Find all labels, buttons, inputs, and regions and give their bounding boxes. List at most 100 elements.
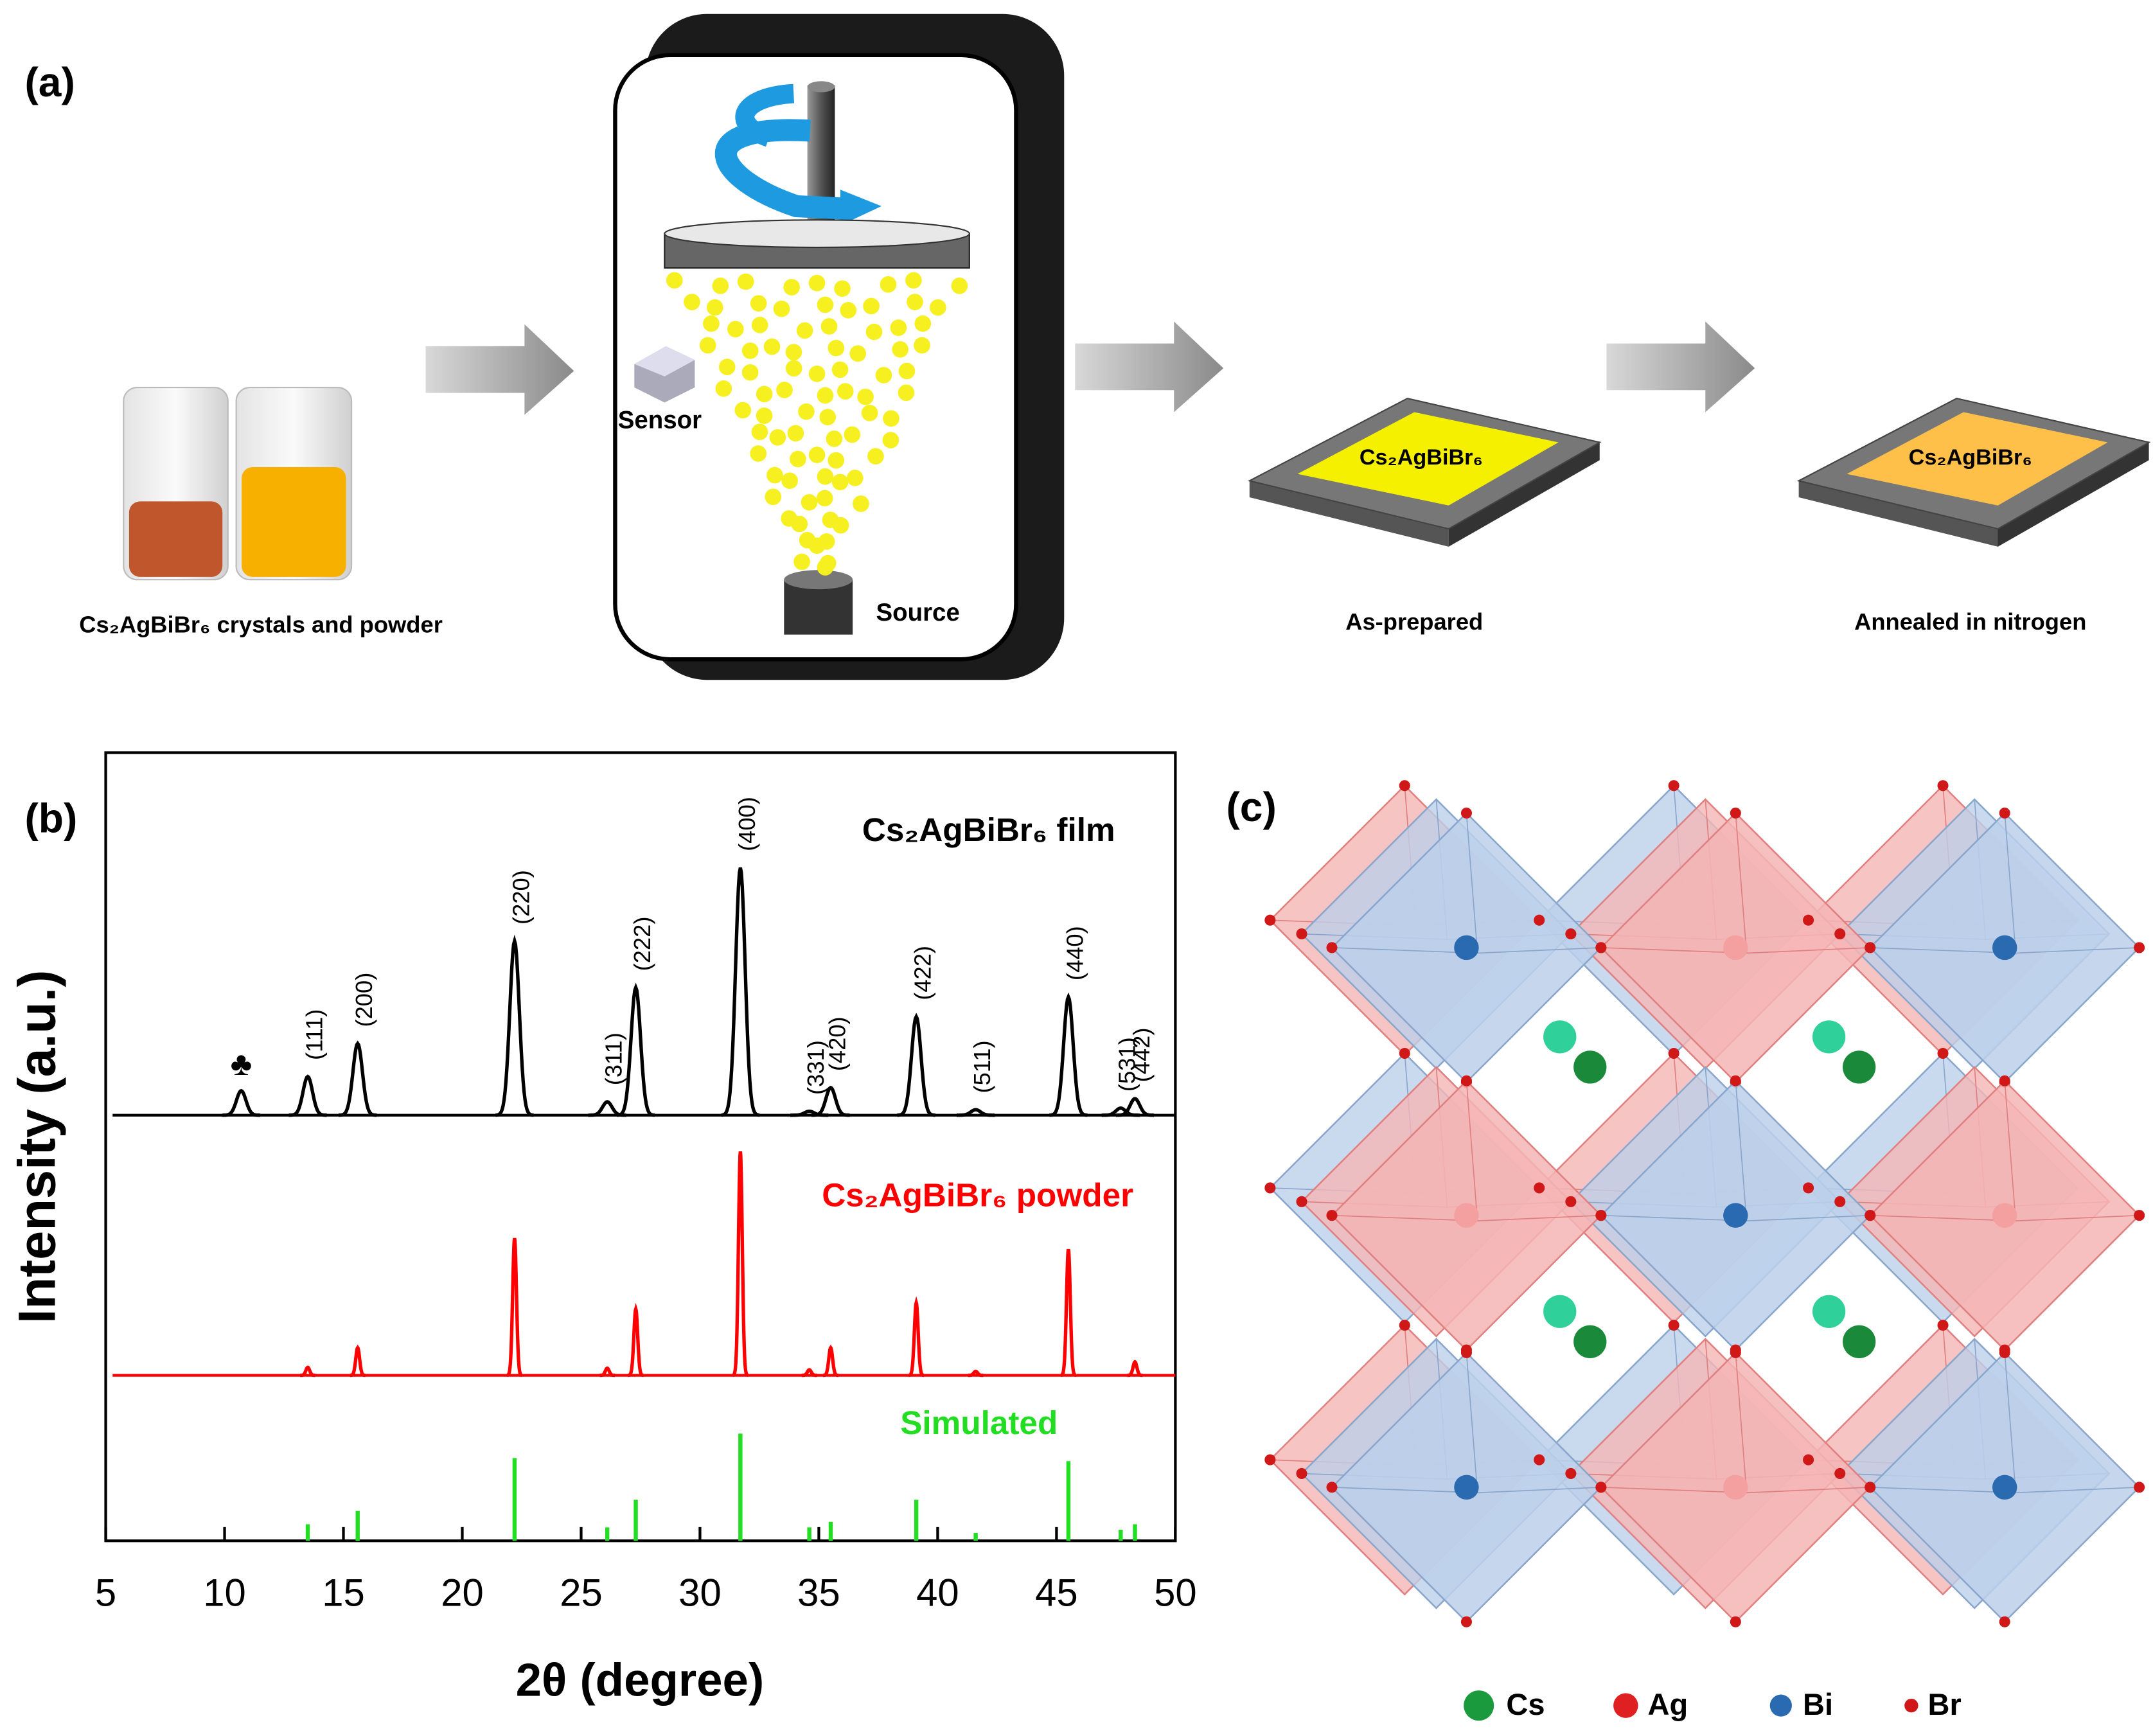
vapor-dot bbox=[840, 302, 857, 319]
vapor-dot bbox=[727, 321, 744, 338]
vapor-dot bbox=[817, 296, 834, 314]
br-atom bbox=[1595, 1482, 1607, 1493]
legend-label: Cs bbox=[1506, 1687, 1545, 1721]
br-atom bbox=[1668, 1047, 1679, 1059]
vials-caption: Cs₂AgBiBr₆ crystals and powder bbox=[79, 611, 443, 637]
vapor-dot bbox=[712, 278, 729, 294]
br-atom bbox=[1460, 1616, 1472, 1627]
vapor-dot bbox=[818, 533, 835, 550]
br-atom bbox=[1865, 1482, 1876, 1493]
vapor-dot bbox=[820, 318, 838, 335]
br-atom bbox=[1264, 1182, 1276, 1194]
x-tick-label: 50 bbox=[1154, 1571, 1197, 1614]
peak-label: (111) bbox=[301, 1009, 327, 1060]
vials bbox=[123, 386, 353, 581]
vapor-dot bbox=[715, 380, 732, 397]
atom-center bbox=[1992, 1475, 2017, 1500]
vapor-dot bbox=[863, 297, 880, 315]
peak bbox=[339, 1040, 377, 1117]
vapor-dot bbox=[798, 403, 815, 420]
y-axis-label: Intensity (a.u.) bbox=[8, 970, 67, 1324]
peak bbox=[732, 1151, 749, 1377]
octahedron-edge bbox=[1466, 1081, 1478, 1221]
vapor-dot bbox=[776, 382, 793, 398]
br-atom bbox=[1296, 928, 1307, 940]
vapor-dot bbox=[787, 425, 804, 442]
octahedron-edge bbox=[1466, 813, 1478, 953]
cs-atom bbox=[1573, 1050, 1607, 1084]
br-atom bbox=[1399, 1047, 1410, 1059]
peak bbox=[823, 1344, 838, 1377]
peak bbox=[957, 1108, 995, 1117]
vapor-dot bbox=[865, 323, 883, 341]
br-atom bbox=[1999, 1347, 2010, 1358]
cs-atom bbox=[1543, 1295, 1577, 1328]
octahedron-edge bbox=[2004, 1081, 2017, 1221]
br-atom bbox=[1296, 1467, 1307, 1480]
peak bbox=[1115, 1097, 1155, 1117]
octahedron-edge bbox=[2004, 813, 2017, 953]
br-atom bbox=[1730, 1616, 1741, 1627]
vapor-dot bbox=[703, 315, 720, 332]
vapor-dot bbox=[892, 341, 908, 358]
br-atom bbox=[1595, 942, 1607, 953]
vapor-dot bbox=[817, 468, 834, 485]
peak-label: (222) bbox=[629, 917, 655, 971]
as-prepared-film bbox=[1247, 397, 1602, 547]
peak bbox=[897, 1013, 935, 1117]
vapor-dot bbox=[808, 274, 826, 292]
annealed-film bbox=[1796, 397, 2151, 547]
br-atom bbox=[1534, 1454, 1545, 1466]
cs-atom bbox=[1812, 1020, 1846, 1054]
vapor-dot bbox=[783, 279, 800, 296]
vapor-dot bbox=[785, 360, 802, 377]
vapor-dot bbox=[793, 553, 810, 571]
peak bbox=[1127, 1360, 1143, 1377]
atom-center bbox=[1723, 935, 1748, 961]
br-atom bbox=[1834, 1467, 1846, 1480]
br-atom bbox=[1326, 1210, 1338, 1221]
crystal-structure bbox=[1264, 780, 2145, 1627]
vapor-dot bbox=[737, 273, 754, 290]
br-atom bbox=[1399, 1320, 1410, 1331]
vapor-dot bbox=[801, 494, 818, 511]
x-tick-label: 45 bbox=[1035, 1571, 1078, 1614]
br-atom bbox=[1937, 1320, 1949, 1331]
br-atom bbox=[1264, 914, 1276, 926]
br-atom bbox=[1595, 1210, 1607, 1221]
peak bbox=[721, 867, 760, 1117]
vapor-dot bbox=[796, 322, 813, 339]
br-atom bbox=[1668, 1320, 1679, 1331]
br-atom bbox=[1565, 1196, 1577, 1207]
peak-label: (311) bbox=[601, 1032, 627, 1085]
vapor-dot bbox=[816, 490, 833, 507]
vapor-dot bbox=[684, 294, 700, 310]
vapor-dot bbox=[861, 404, 878, 421]
br-atom bbox=[1326, 1482, 1338, 1493]
vapor-dot bbox=[781, 472, 798, 489]
vapor-dot bbox=[890, 319, 907, 336]
vapor-dot bbox=[828, 339, 845, 357]
x-axis-label: 2θ (degree) bbox=[516, 1654, 765, 1706]
br-atom bbox=[1999, 1075, 2010, 1086]
vapor-dot bbox=[791, 515, 808, 533]
br-atom bbox=[2134, 942, 2145, 953]
br-atom bbox=[1865, 942, 1876, 953]
source-label: Source bbox=[876, 599, 959, 626]
atom-center bbox=[1992, 935, 2017, 961]
arrows bbox=[425, 321, 1755, 415]
br-atom bbox=[1326, 942, 1338, 953]
x-tick-label: 40 bbox=[916, 1571, 959, 1614]
br-atom bbox=[1999, 1616, 2010, 1627]
br-atom bbox=[1264, 1454, 1276, 1466]
vapor-dot bbox=[847, 470, 864, 486]
legend-label: Bi bbox=[1803, 1687, 1833, 1721]
peak-marker: ♣ bbox=[231, 1045, 253, 1082]
peak bbox=[616, 982, 655, 1117]
peak-label: (531) bbox=[1114, 1037, 1140, 1092]
vapor-dot bbox=[766, 466, 783, 484]
atom-center bbox=[1723, 1475, 1748, 1500]
vapor-dot bbox=[914, 337, 930, 354]
vapor-dot bbox=[741, 342, 759, 359]
